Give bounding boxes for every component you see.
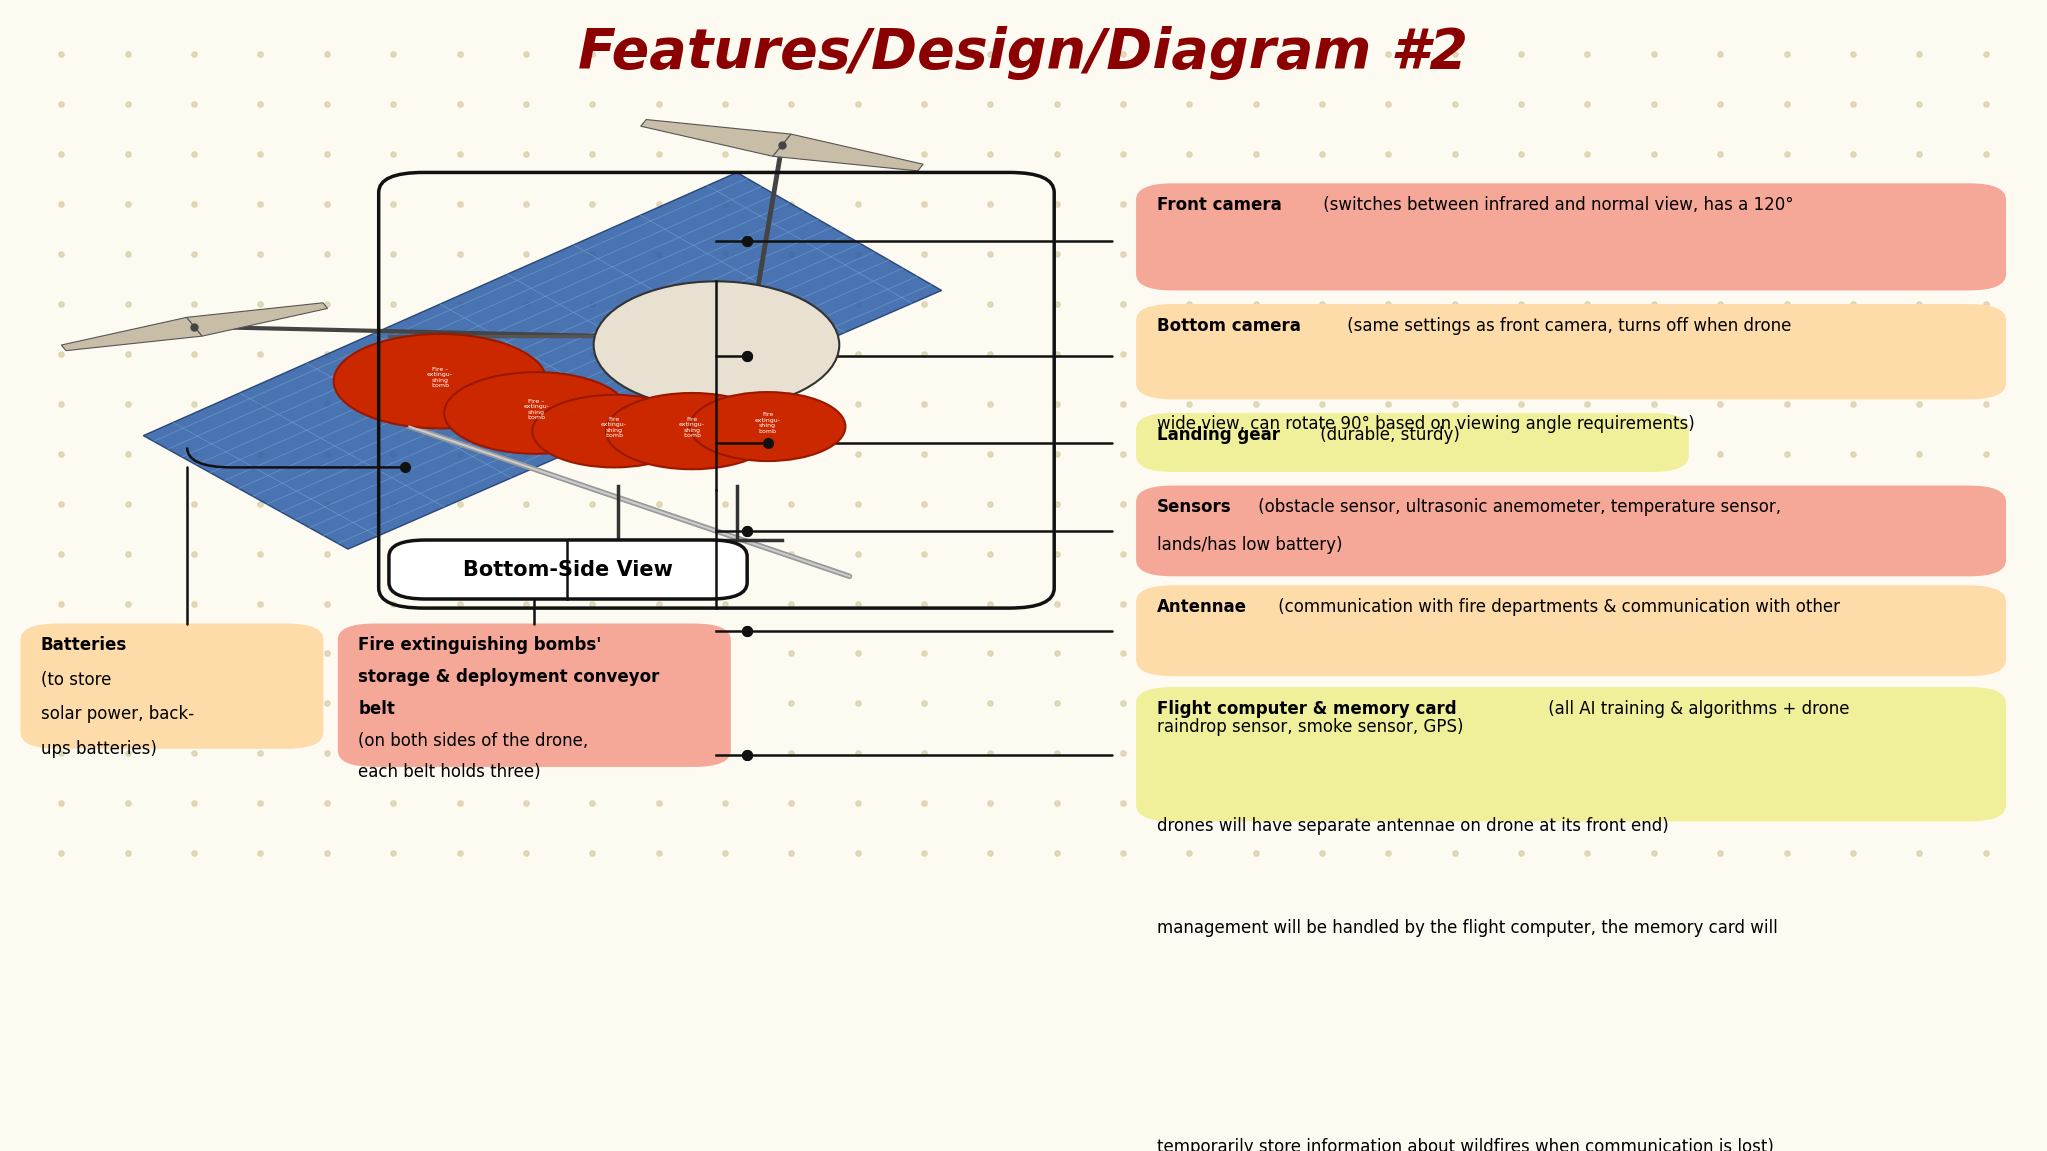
Circle shape	[690, 392, 845, 462]
Text: Features/Design/Diagram #2: Features/Design/Diagram #2	[579, 25, 1468, 79]
Text: (communication with fire departments & communication with other: (communication with fire departments & c…	[1273, 599, 1840, 616]
Text: (durable, sturdy): (durable, sturdy)	[1316, 426, 1460, 443]
Text: each belt holds three): each belt holds three)	[358, 763, 540, 782]
Text: solar power, back-: solar power, back-	[41, 706, 194, 723]
Circle shape	[606, 392, 778, 470]
Text: Front camera: Front camera	[1157, 196, 1281, 214]
Text: Antennae: Antennae	[1157, 599, 1247, 616]
Text: wide view, can rotate 90° based on viewing angle requirements): wide view, can rotate 90° based on viewi…	[1157, 416, 1695, 434]
Text: Fire
extingu-
shing
bomb: Fire extingu- shing bomb	[602, 417, 626, 439]
Text: Fire –
extingu-
shing
bomb: Fire – extingu- shing bomb	[524, 398, 549, 420]
Polygon shape	[186, 303, 328, 336]
Text: belt: belt	[358, 700, 395, 718]
Text: Bottom-Side View: Bottom-Side View	[463, 559, 673, 579]
Polygon shape	[774, 135, 923, 170]
Text: management will be handled by the flight computer, the memory card will: management will be handled by the flight…	[1157, 920, 1777, 937]
Text: (all AI training & algorithms + drone: (all AI training & algorithms + drone	[1543, 700, 1850, 718]
FancyBboxPatch shape	[1136, 687, 2006, 822]
Text: Fire –
extingu-
shing
bomb: Fire – extingu- shing bomb	[428, 367, 452, 388]
FancyBboxPatch shape	[1136, 413, 1689, 472]
Text: (same settings as front camera, turns off when drone: (same settings as front camera, turns of…	[1343, 317, 1791, 335]
Ellipse shape	[594, 281, 839, 409]
FancyBboxPatch shape	[1136, 304, 2006, 399]
Text: (switches between infrared and normal view, has a 120°: (switches between infrared and normal vi…	[1318, 196, 1793, 214]
Polygon shape	[143, 173, 942, 549]
FancyBboxPatch shape	[1136, 183, 2006, 290]
Circle shape	[444, 372, 628, 453]
Text: Fire
extingu-
shing
bomb: Fire extingu- shing bomb	[680, 417, 704, 439]
FancyBboxPatch shape	[20, 624, 323, 749]
Text: Sensors: Sensors	[1157, 498, 1230, 517]
Text: Batteries: Batteries	[41, 637, 127, 654]
Text: Bottom camera: Bottom camera	[1157, 317, 1300, 335]
Text: (obstacle sensor, ultrasonic anemometer, temperature sensor,: (obstacle sensor, ultrasonic anemometer,…	[1253, 498, 1781, 517]
Circle shape	[532, 395, 696, 467]
FancyBboxPatch shape	[338, 624, 731, 767]
FancyBboxPatch shape	[1136, 486, 2006, 577]
Text: Landing gear: Landing gear	[1157, 426, 1279, 443]
FancyBboxPatch shape	[1136, 586, 2006, 676]
Polygon shape	[641, 120, 790, 157]
Text: ups batteries): ups batteries)	[41, 740, 158, 757]
Polygon shape	[61, 318, 203, 351]
Text: temporarily store information about wildfires when communication is lost): temporarily store information about wild…	[1157, 1138, 1773, 1151]
Text: Fire extinguishing bombs': Fire extinguishing bombs'	[358, 637, 602, 654]
Text: (to store: (to store	[41, 671, 111, 688]
Text: (on both sides of the drone,: (on both sides of the drone,	[358, 732, 587, 749]
Text: raindrop sensor, smoke sensor, GPS): raindrop sensor, smoke sensor, GPS)	[1157, 717, 1464, 735]
Text: lands/has low battery): lands/has low battery)	[1157, 536, 1343, 554]
FancyBboxPatch shape	[389, 540, 747, 599]
Text: storage & deployment conveyor: storage & deployment conveyor	[358, 668, 659, 686]
Circle shape	[334, 334, 547, 428]
Text: Flight computer & memory card: Flight computer & memory card	[1157, 700, 1455, 718]
Text: drones will have separate antennae on drone at its front end): drones will have separate antennae on dr…	[1157, 817, 1668, 836]
Text: Fire
extingu-
shing
bomb: Fire extingu- shing bomb	[755, 412, 780, 434]
